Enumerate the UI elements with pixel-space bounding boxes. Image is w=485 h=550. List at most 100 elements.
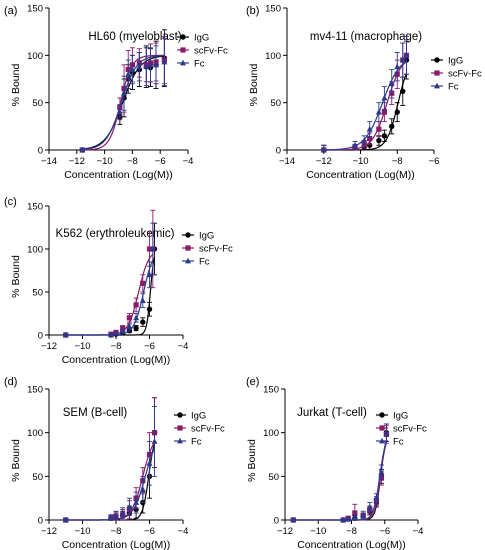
y-axis-label: % Bound [248,64,260,107]
y-tick-label: 50 [32,288,43,299]
chart-panel: (c) K562 (erythroleukemic) 0 50 100 150 −12 −10… [4,196,233,366]
data-point [381,109,387,115]
data-series [62,406,158,523]
data-point [146,271,153,278]
x-tick-label: −8 [111,341,122,352]
y-tick-label: 150 [27,385,43,396]
x-tick-label: −8 [111,526,122,537]
legend: IgG scFv-Fc Fc [182,231,233,268]
x-tick-label: −4 [178,526,189,537]
data-point [153,61,160,68]
x-tick-label: −14 [279,156,295,167]
y-tick-label: 150 [265,4,281,15]
y-tick-label: 50 [270,98,281,109]
legend-marker [177,425,183,431]
data-point [113,512,119,519]
data-point [366,125,373,132]
data-point [143,63,150,70]
fit-curve [323,60,407,151]
data-point [376,126,382,132]
data-point [375,108,382,115]
data-point [146,246,153,252]
data-point [139,486,146,492]
data-point [389,123,395,130]
data-point [119,327,126,334]
panel-label: (a) [4,5,17,17]
y-tick-label: 100 [27,428,43,439]
y-tick-label: 100 [263,428,279,439]
legend-label: Fc [194,59,205,70]
data-point [388,80,395,87]
legend: IgG scFv-Fc Fc [376,411,427,448]
data-point [139,297,146,303]
x-tick-label: −8 [346,526,357,537]
data-point [126,503,133,510]
panel-label: (d) [4,376,17,388]
x-tick-label: −10 [352,156,368,167]
data-point [373,494,380,501]
x-tick-label: −12 [41,341,57,352]
data-point [381,133,388,139]
data-point [133,302,139,308]
legend-marker [185,245,191,251]
data-point [126,315,132,321]
x-tick-label: −12 [41,526,57,537]
data-point [360,511,367,518]
data-point [119,509,126,516]
legend-label: scFv-Fc [191,424,225,435]
data-point [400,88,406,95]
chart-panel: (a) HL60 (myeloblast) 0 50 100 150 −14 −12 −10 −8… [4,4,228,182]
legend-marker [379,412,385,418]
legend: IgG scFv-Fc Fc [177,33,228,70]
data-point [147,61,154,68]
fit-curve [293,440,387,521]
y-tick-label: 100 [27,51,43,62]
y-axis-label: % Bound [246,439,258,482]
x-tick-label: −8 [127,156,138,167]
x-tick-label: −10 [74,526,90,537]
data-point [146,460,153,466]
legend-marker [434,70,440,76]
y-tick-label: 50 [268,472,279,483]
y-tick-label: 100 [265,51,281,62]
data-point [351,514,358,520]
legend-marker [379,425,385,431]
x-tick-label: −6 [379,526,390,537]
data-series [320,35,410,153]
data-point [383,429,390,436]
data-point [133,314,140,321]
fit-curve [293,442,387,521]
legend-label: Fc [448,82,459,93]
x-tick-label: −4 [413,526,424,537]
x-tick-label: −6 [144,526,155,537]
data-point [121,90,128,96]
legend-marker [434,82,440,89]
chart-panel: (d) SEM (B-cell) 0 50 100 150 −12 −10 −8 −6 −4 Conc… [4,376,225,550]
data-point [394,63,401,70]
data-point [367,136,373,142]
legend-label: scFv-Fc [393,424,427,435]
data-series [62,222,156,338]
x-tick-label: −10 [310,526,326,537]
y-tick-label: 0 [38,516,43,527]
chart-panel: (e) Jurkat (T-cell) 0 50 100 150 −12 −10 −8 −6 −4 C… [246,376,427,550]
legend-label: IgG [448,56,463,67]
fit-curve [65,259,154,336]
y-tick-label: 0 [38,146,43,157]
data-series [79,37,168,153]
fit-curve [82,55,165,150]
data-point [133,325,139,331]
y-axis-label: % Bound [10,439,22,482]
y-tick-label: 0 [276,146,281,157]
legend-marker [180,34,186,40]
y-axis-label: % Bound [10,64,22,107]
panel-label: (b) [246,5,259,17]
x-tick-label: −4 [178,341,189,352]
data-series [290,423,390,523]
data-point [376,137,382,144]
legend-marker [180,59,186,66]
data-point [161,58,168,65]
x-tick-label: −8 [392,156,403,167]
data-point [146,306,153,312]
